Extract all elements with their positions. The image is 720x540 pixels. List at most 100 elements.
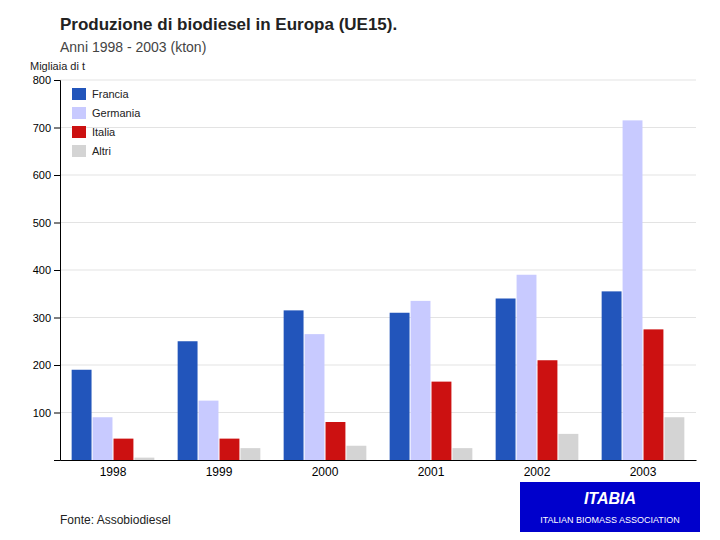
y-tick-label: 200 (33, 359, 51, 371)
y-axis-line (54, 81, 61, 461)
chart: Produzione di biodiesel in Europa (UE15)… (0, 0, 720, 540)
x-axis-line (61, 460, 697, 461)
bar-series (72, 291, 622, 460)
legend-label: Francia (92, 88, 130, 100)
title: Produzione di biodiesel in Europa (UE15)… (60, 15, 397, 34)
subtitle: Anni 1998 - 2003 (kton) (60, 39, 206, 55)
bar (558, 434, 578, 460)
legend-item: Francia (72, 88, 130, 100)
legend-swatch (72, 145, 86, 157)
y-tick: 400 (33, 264, 60, 276)
bar (72, 370, 92, 460)
y-tick-label: 700 (33, 122, 51, 134)
legend-swatch (72, 107, 86, 119)
y-tick-mark (54, 318, 60, 319)
y-tick: 500 (33, 217, 60, 229)
y-tick-mark (54, 128, 60, 129)
grid (60, 80, 696, 413)
bars (72, 120, 685, 460)
logo-box (520, 482, 700, 532)
bar-series (114, 329, 664, 460)
bar (93, 417, 113, 460)
y-tick: 600 (33, 169, 60, 181)
bar (517, 275, 537, 460)
y-tick-mark (54, 80, 60, 81)
logo-title: ITABIA (584, 490, 636, 507)
y-tick: 200 (33, 359, 60, 371)
x-tick: 2001 (418, 465, 445, 479)
x-tick: 2002 (524, 465, 551, 479)
bar-series (93, 120, 643, 460)
y-tick-label: 100 (33, 407, 51, 419)
bar (346, 446, 366, 460)
y-tick-mark (54, 223, 60, 224)
y-tick: 300 (33, 312, 60, 324)
x-tick-label: 2000 (312, 465, 339, 479)
bar (240, 448, 260, 460)
source: Fonte: Assobiodiesel (60, 513, 171, 527)
y-tick-mark (54, 365, 60, 366)
grid-line (60, 317, 696, 318)
y-axis-title: Migliaia di t (30, 60, 85, 72)
y-tick-mark (54, 270, 60, 271)
y-axis: 100 200 300 400 500 600 700 800 (33, 74, 61, 460)
x-tick-label: 2001 (418, 465, 445, 479)
x-tick: 1999 (206, 465, 233, 479)
y-tick-label: 500 (33, 217, 51, 229)
legend-label: Germania (92, 107, 141, 119)
legend-item: Italia (72, 126, 116, 138)
legend-item: Altri (72, 145, 111, 157)
x-tick: 1998 (100, 465, 127, 479)
grid-line (60, 127, 696, 128)
y-tick-mark (54, 413, 60, 414)
bar (664, 417, 684, 460)
grid-line (60, 222, 696, 223)
x-tick: 2000 (312, 465, 339, 479)
bar (305, 334, 325, 460)
bar (432, 382, 452, 460)
bar (538, 360, 558, 460)
legend-label: Italia (92, 126, 116, 138)
legend-swatch (72, 126, 86, 138)
bar (411, 301, 431, 460)
bar (390, 313, 410, 460)
bar (644, 329, 664, 460)
bar-series (134, 417, 684, 460)
bar (114, 439, 134, 460)
x-tick-label: 1998 (100, 465, 127, 479)
logo-subtitle: ITALIAN BIOMASS ASSOCIATION (540, 515, 680, 525)
x-tick-label: 1999 (206, 465, 233, 479)
x-tick-label: 2002 (524, 465, 551, 479)
bar (134, 458, 154, 460)
y-tick-label: 600 (33, 169, 51, 181)
grid-line (60, 412, 696, 413)
legend-item: Germania (72, 107, 141, 119)
x-axis: 1998 1999 2000 2001 2002 2003 (61, 461, 697, 480)
y-tick: 800 (33, 74, 60, 86)
bar (199, 401, 219, 460)
legend-swatch (72, 88, 86, 100)
y-tick-label: 400 (33, 264, 51, 276)
y-tick-label: 300 (33, 312, 51, 324)
logo: ITABIA ITALIAN BIOMASS ASSOCIATION (520, 482, 700, 532)
y-tick: 100 (33, 407, 60, 419)
y-tick-mark (54, 175, 60, 176)
y-tick: 700 (33, 122, 60, 134)
y-tick-label: 800 (33, 74, 51, 86)
bar (452, 448, 472, 460)
bar (602, 291, 622, 460)
bar (178, 341, 198, 460)
legend: Francia Germania Italia Altri (72, 88, 141, 157)
x-tick-label: 2003 (630, 465, 657, 479)
grid-line (60, 80, 696, 81)
grid-line (60, 270, 696, 271)
legend-label: Altri (92, 145, 111, 157)
bar (623, 120, 643, 460)
bar (220, 439, 240, 460)
bar (284, 310, 304, 460)
grid-line (60, 365, 696, 366)
x-tick: 2003 (630, 465, 657, 479)
bar (326, 422, 346, 460)
grid-line (60, 175, 696, 176)
bar (496, 299, 516, 461)
